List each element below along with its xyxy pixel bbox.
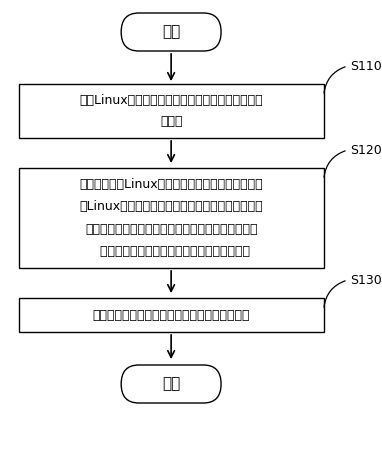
Text: 给连续的逻辑页的可用物理页帧连续或不连续: 给连续的逻辑页的可用物理页帧连续或不连续 <box>92 245 250 258</box>
Text: 物理页帧依次分配给连续的逻辑页；其中，所述分配: 物理页帧依次分配给连续的逻辑页；其中，所述分配 <box>85 223 257 235</box>
FancyBboxPatch shape <box>18 168 324 268</box>
FancyBboxPatch shape <box>18 84 324 138</box>
Text: 述Linux内核内存中的可用物理页帧，并将所述可用: 述Linux内核内存中的可用物理页帧，并将所述可用 <box>79 201 263 213</box>
Text: 移除Linux内核内存中虚拟地址与物理地址的线性映: 移除Linux内核内存中虚拟地址与物理地址的线性映 <box>79 94 263 106</box>
FancyBboxPatch shape <box>18 298 324 332</box>
Text: 维护所述逻辑页与可用物理页帧之间的映射关系: 维护所述逻辑页与可用物理页帧之间的映射关系 <box>92 308 250 321</box>
Text: 结束: 结束 <box>162 376 180 392</box>
Text: S120: S120 <box>350 144 381 157</box>
FancyBboxPatch shape <box>121 13 221 51</box>
Text: 射规则: 射规则 <box>160 115 182 129</box>
Text: 当接收到针对Linux内核内存的分配请求时，查找所: 当接收到针对Linux内核内存的分配请求时，查找所 <box>79 178 263 191</box>
Text: 开始: 开始 <box>162 24 180 39</box>
FancyBboxPatch shape <box>121 365 221 403</box>
Text: S130: S130 <box>350 274 381 286</box>
Text: S110: S110 <box>350 60 381 73</box>
